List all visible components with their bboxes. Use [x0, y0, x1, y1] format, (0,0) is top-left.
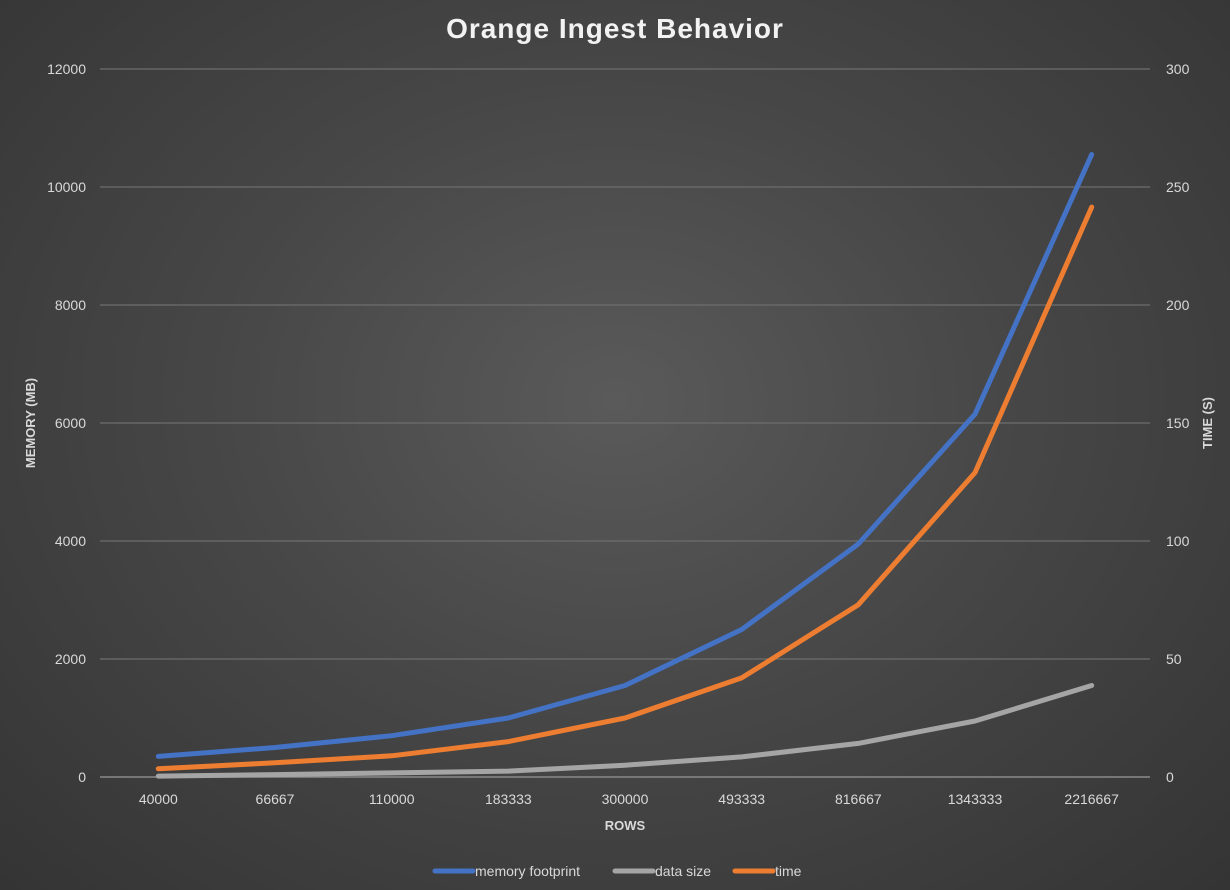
x-tick-label: 300000 — [602, 791, 649, 807]
y-right-tick-label: 250 — [1166, 179, 1190, 195]
y-left-tick-label: 4000 — [55, 533, 86, 549]
legend-label: memory footprint — [475, 863, 580, 879]
legend-item: data size — [612, 863, 711, 879]
y-left-tick-label: 0 — [78, 769, 86, 785]
x-tick-label: 183333 — [485, 791, 532, 807]
series-line-memory-footprint — [155, 152, 1095, 759]
legend-item: time — [732, 863, 802, 879]
legend-item: memory footprint — [432, 863, 580, 879]
x-tick-label: 40000 — [139, 791, 178, 807]
legend-label: data size — [655, 863, 711, 879]
y-right-tick-label: 200 — [1166, 297, 1190, 313]
x-axis-ticks: 40000 66667 110000 183333 300000 493333 816667… — [139, 791, 1119, 807]
legend-label: time — [775, 863, 802, 879]
y-left-tick-label: 6000 — [55, 415, 86, 431]
y-right-tick-label: 300 — [1166, 61, 1190, 77]
y-axis-left-ticks: 0 2000 4000 6000 8000 10000 12000 — [47, 61, 86, 785]
series-line-time — [155, 204, 1095, 772]
y-right-tick-label: 0 — [1166, 769, 1174, 785]
x-tick-label: 2216667 — [1064, 791, 1119, 807]
series-line-data-size — [155, 683, 1095, 779]
y-right-tick-label: 100 — [1166, 533, 1190, 549]
gridlines — [100, 68, 1150, 778]
x-tick-label: 816667 — [835, 791, 882, 807]
series-lines — [155, 152, 1095, 779]
y-left-tick-label: 12000 — [47, 61, 86, 77]
y-axis-right-title: TIME (S) — [1200, 397, 1215, 449]
x-tick-label: 493333 — [718, 791, 765, 807]
y-right-tick-label: 50 — [1166, 651, 1182, 667]
y-left-tick-label: 2000 — [55, 651, 86, 667]
y-axis-left-title: MEMORY (MB) — [23, 378, 38, 468]
x-tick-label: 110000 — [369, 791, 415, 807]
y-right-tick-label: 150 — [1166, 415, 1190, 431]
y-left-tick-label: 10000 — [47, 179, 86, 195]
x-tick-label: 66667 — [256, 791, 295, 807]
chart-title: Orange Ingest Behavior — [446, 13, 784, 44]
x-axis-title: ROWS — [605, 818, 646, 833]
y-left-tick-label: 8000 — [55, 297, 86, 313]
x-tick-label: 1343333 — [948, 791, 1003, 807]
y-axis-right-ticks: 0 50 100 150 200 250 300 — [1166, 61, 1190, 785]
legend: memory footprint data size time — [432, 863, 802, 879]
